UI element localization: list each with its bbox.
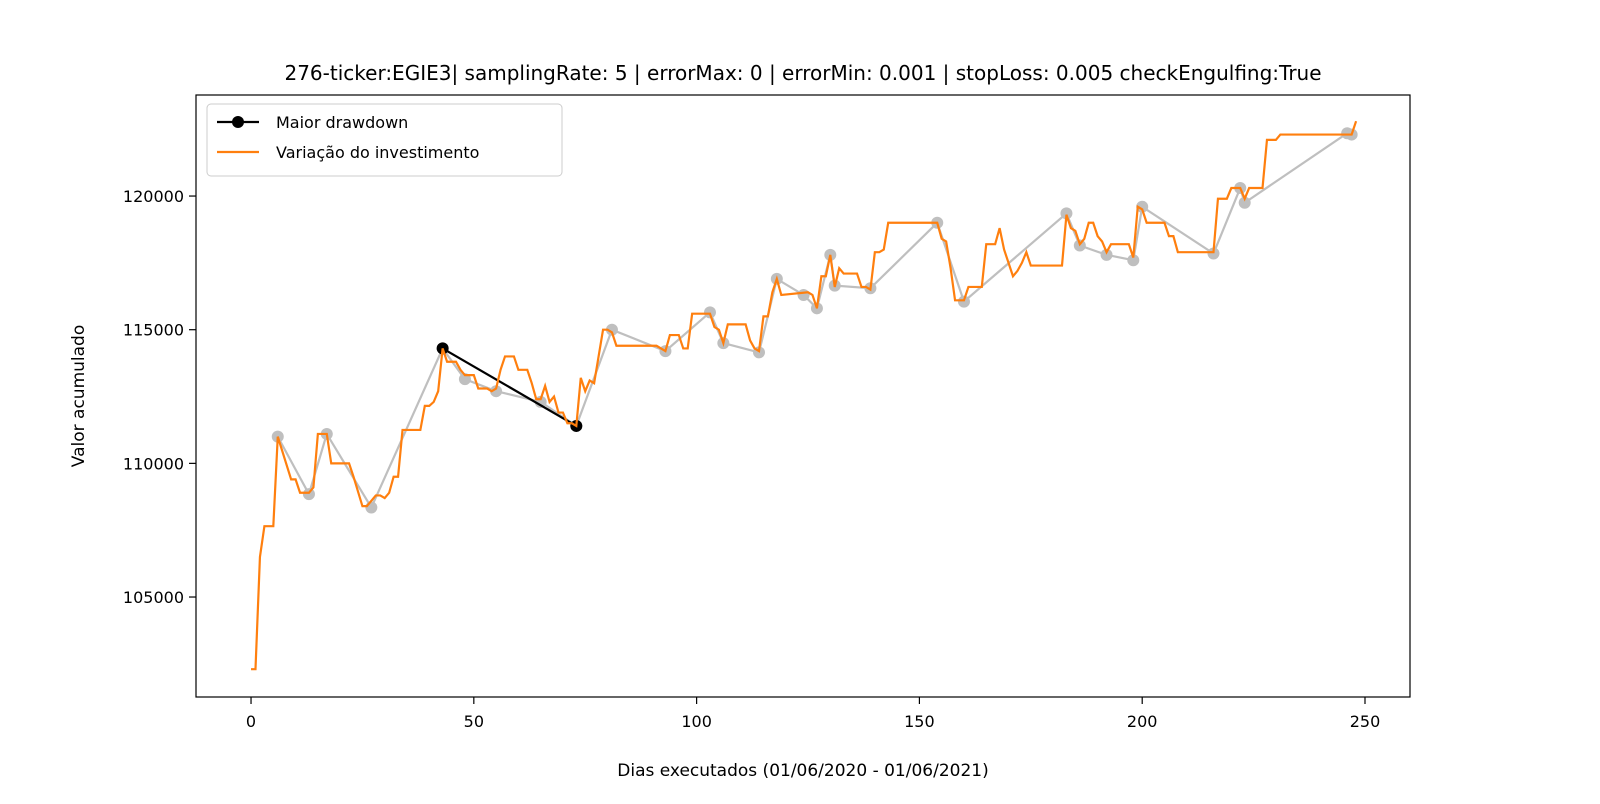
x-tick-label: 150 bbox=[904, 712, 935, 731]
series-marker bbox=[1207, 247, 1220, 260]
series-marker bbox=[957, 295, 970, 308]
series-line bbox=[251, 120, 1358, 671]
x-axis-label: Dias executados (01/06/2020 - 01/06/2021… bbox=[617, 761, 988, 781]
legend-label: Variação do investimento bbox=[276, 143, 479, 162]
series-marker bbox=[797, 288, 810, 301]
y-tick-label: 120000 bbox=[123, 187, 184, 206]
x-tick-label: 200 bbox=[1127, 712, 1158, 731]
series-marker bbox=[302, 488, 315, 501]
legend-label: Maior drawdown bbox=[276, 113, 408, 132]
x-tick-label: 250 bbox=[1350, 712, 1381, 731]
series-marker bbox=[490, 385, 503, 398]
series-marker bbox=[1136, 200, 1149, 213]
x-tick-label: 100 bbox=[681, 712, 712, 731]
axes-frame bbox=[195, 94, 1411, 698]
legend-box bbox=[206, 103, 563, 177]
y-axis-label: Valor acumulado bbox=[69, 325, 89, 467]
series-marker bbox=[1100, 248, 1113, 261]
series-line bbox=[442, 347, 577, 427]
chart-title: 276-ticker:EGIE3| samplingRate: 5 | erro… bbox=[284, 61, 1321, 85]
plot-area bbox=[251, 120, 1358, 671]
series-marker bbox=[365, 501, 378, 514]
series-marker bbox=[1060, 207, 1073, 220]
series-marker bbox=[703, 306, 716, 319]
y-tick-label: 105000 bbox=[123, 588, 184, 607]
series-marker bbox=[1127, 254, 1140, 267]
y-tick-label: 110000 bbox=[123, 454, 184, 473]
series-marker bbox=[605, 323, 618, 336]
legend-marker bbox=[232, 116, 244, 128]
x-tick-label: 0 bbox=[246, 712, 256, 731]
y-tick-label: 115000 bbox=[123, 321, 184, 340]
x-tick-label: 50 bbox=[464, 712, 484, 731]
series-marker bbox=[1238, 196, 1251, 209]
